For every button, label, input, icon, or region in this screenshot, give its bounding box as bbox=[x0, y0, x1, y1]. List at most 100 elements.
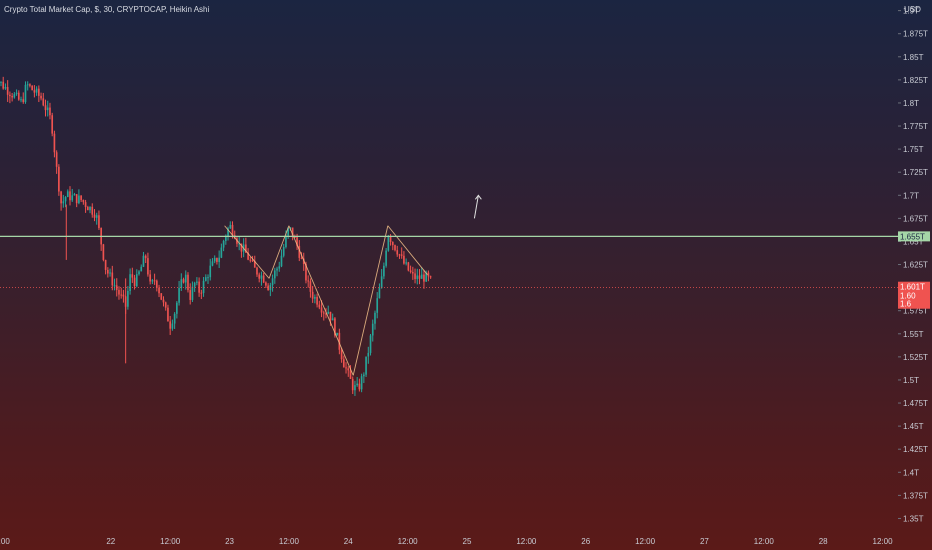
candle bbox=[380, 276, 383, 288]
candle bbox=[20, 99, 22, 101]
candle bbox=[262, 275, 265, 283]
candle bbox=[387, 236, 390, 251]
candle bbox=[213, 257, 216, 262]
candle bbox=[247, 252, 249, 260]
candle bbox=[122, 294, 125, 297]
candle bbox=[365, 356, 367, 375]
candle bbox=[9, 94, 11, 97]
candle bbox=[91, 206, 94, 215]
candle bbox=[416, 275, 419, 280]
candle bbox=[109, 272, 111, 274]
currency-label: USD bbox=[904, 5, 921, 14]
candle bbox=[167, 307, 169, 322]
candle bbox=[147, 258, 149, 275]
candle bbox=[133, 277, 136, 287]
candle bbox=[389, 236, 392, 243]
x-tick-label: 24 bbox=[344, 537, 353, 546]
candle bbox=[46, 107, 49, 111]
candle bbox=[155, 280, 158, 288]
candle bbox=[171, 323, 174, 329]
candle bbox=[409, 270, 412, 273]
candle bbox=[329, 311, 332, 321]
candle bbox=[356, 383, 359, 386]
candle bbox=[376, 298, 379, 313]
x-tick-label: 12:00 bbox=[279, 537, 300, 546]
candle bbox=[44, 105, 47, 111]
arrow-shaft bbox=[473, 195, 479, 219]
candle bbox=[120, 294, 123, 296]
pattern-line bbox=[224, 225, 270, 279]
candle bbox=[140, 266, 143, 272]
candle bbox=[291, 227, 294, 237]
candle bbox=[193, 282, 196, 287]
candle bbox=[22, 99, 25, 103]
candle bbox=[158, 287, 160, 294]
candle bbox=[251, 260, 254, 262]
candle bbox=[347, 368, 350, 371]
candle bbox=[40, 95, 42, 99]
y-tick-label: 1.65T bbox=[903, 237, 924, 246]
candle bbox=[363, 374, 365, 377]
candle bbox=[51, 115, 54, 134]
candle bbox=[115, 285, 118, 290]
candle bbox=[336, 332, 338, 336]
x-tick-label: 2:00 bbox=[0, 537, 10, 546]
candle bbox=[149, 274, 151, 282]
candle bbox=[300, 257, 303, 259]
y-tick-label: 1.825T bbox=[903, 76, 928, 85]
candle bbox=[17, 92, 20, 100]
candle bbox=[354, 385, 356, 391]
y-tick-label: 1.4T bbox=[903, 468, 919, 477]
candle bbox=[24, 84, 27, 103]
candle bbox=[58, 166, 60, 192]
candle bbox=[182, 279, 185, 283]
candle bbox=[69, 191, 71, 201]
candle bbox=[280, 255, 283, 267]
candle bbox=[15, 92, 18, 95]
candle bbox=[294, 236, 296, 238]
candle bbox=[238, 243, 241, 245]
badge-resistance bbox=[898, 231, 930, 242]
candle bbox=[338, 332, 341, 350]
candle bbox=[351, 378, 354, 391]
badge-last-price-label: 1.601T bbox=[900, 283, 925, 292]
y-tick-label: 1.8T bbox=[903, 99, 919, 108]
candle bbox=[189, 290, 192, 300]
candle bbox=[113, 285, 116, 287]
y-tick-label: 1.75T bbox=[903, 145, 924, 154]
candle bbox=[325, 313, 327, 315]
candle bbox=[285, 235, 287, 248]
y-tick-label: 1.45T bbox=[903, 422, 924, 431]
candle bbox=[211, 261, 214, 266]
candle bbox=[49, 107, 51, 116]
badge-last-price bbox=[898, 281, 930, 309]
candle bbox=[198, 281, 200, 293]
candle bbox=[220, 247, 223, 258]
candle bbox=[258, 274, 261, 279]
candle bbox=[89, 206, 91, 211]
candle bbox=[153, 280, 156, 282]
candle bbox=[287, 227, 289, 236]
x-tick-label: 23 bbox=[225, 537, 234, 546]
candle bbox=[62, 201, 65, 204]
y-tick-label: 1.625T bbox=[903, 261, 928, 270]
candle bbox=[314, 297, 316, 299]
candle bbox=[407, 262, 410, 271]
y-tick-label: 1.7T bbox=[903, 191, 919, 200]
candle bbox=[253, 260, 256, 268]
candle bbox=[349, 370, 352, 379]
candle bbox=[173, 313, 176, 324]
y-tick-label: 1.575T bbox=[903, 307, 928, 316]
candle bbox=[334, 318, 336, 336]
candle bbox=[420, 274, 423, 279]
x-tick-label: 27 bbox=[700, 537, 709, 546]
candle bbox=[6, 87, 9, 95]
candle bbox=[178, 287, 180, 303]
candle bbox=[429, 276, 432, 278]
candle bbox=[29, 84, 31, 86]
candle bbox=[298, 245, 301, 258]
x-tick-label: 22 bbox=[106, 537, 115, 546]
candle bbox=[102, 244, 105, 260]
